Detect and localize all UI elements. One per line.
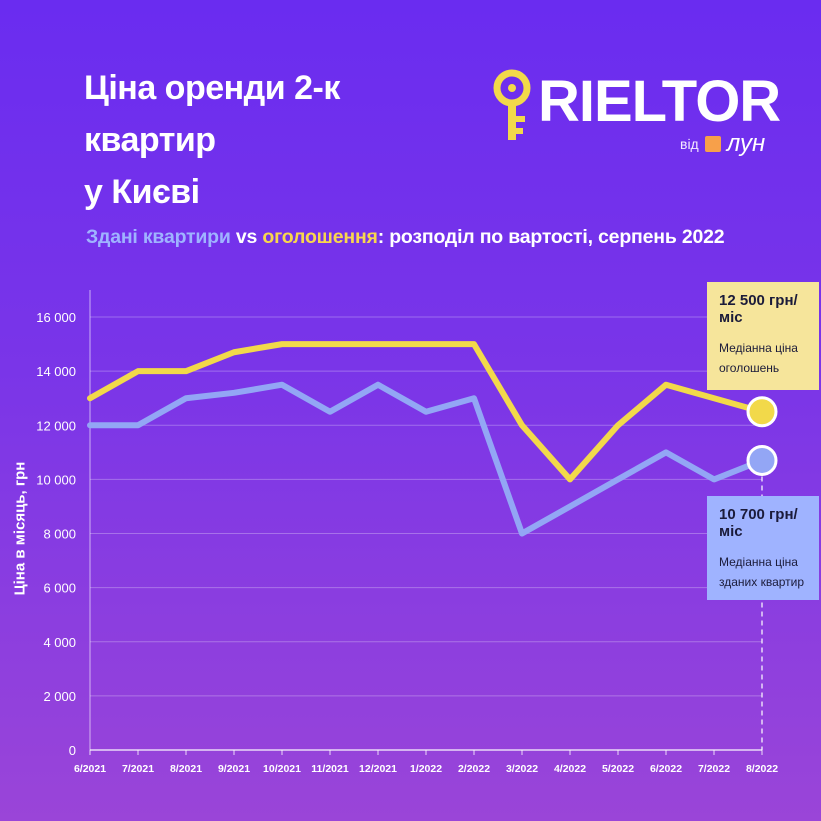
- callout-rented-label-2: зданих квартир: [719, 575, 805, 589]
- logo-from: від: [680, 136, 699, 152]
- callout-listed-label-2: оголошень: [719, 361, 780, 375]
- x-tick-label: 3/2022: [506, 763, 538, 775]
- endpoint-dot-listed: [746, 396, 778, 428]
- x-tick-label: 4/2022: [554, 763, 586, 775]
- x-tick-label: 7/2022: [698, 763, 730, 775]
- subtitle-rented: Здані квартири: [86, 226, 231, 248]
- callout-listed: 12 500 грн/міс Медіанна ціна оголошень: [707, 282, 819, 390]
- key-icon: [493, 69, 531, 140]
- x-tick-label: 10/2021: [263, 763, 301, 775]
- y-tick-label: 10 000: [36, 472, 76, 487]
- y-tick-label: 16 000: [36, 310, 76, 325]
- endpoint-dot-rented: [746, 444, 778, 476]
- series-line-rented: [87, 381, 765, 537]
- x-tick-label: 8/2022: [746, 763, 778, 775]
- y-tick-label: 8 000: [43, 527, 76, 542]
- logo-wordmark: RIELTOR: [538, 69, 781, 134]
- x-tick-label: 8/2021: [170, 763, 202, 775]
- rieltor-logo: RIELTOR від лун: [490, 62, 781, 162]
- callout-rented-label-1: Медіанна ціна: [719, 555, 798, 569]
- callout-listed-label-1: Медіанна ціна: [719, 341, 798, 355]
- logo-byline: від лун: [680, 130, 765, 158]
- x-tick-label: 11/2021: [311, 763, 349, 775]
- x-tick-label: 12/2021: [359, 763, 397, 775]
- logo-brand: лун: [726, 130, 766, 157]
- x-tick-label: 2/2022: [458, 763, 490, 775]
- y-tick-label: 14 000: [36, 364, 76, 379]
- x-tick-label: 6/2022: [650, 763, 682, 775]
- series-line-listed: [87, 341, 765, 483]
- callout-rented: 10 700 грн/міс Медіанна ціна зданих квар…: [707, 496, 819, 600]
- lun-square-icon: [704, 136, 721, 152]
- y-tick-label: 6 000: [43, 581, 76, 596]
- x-tick-label: 1/2022: [410, 763, 442, 775]
- chart-title: Ціна оренди 2-к квартир у Києві: [84, 62, 474, 218]
- subtitle-listed: оголошення: [262, 226, 378, 248]
- x-tick-label: 7/2021: [122, 763, 154, 775]
- callout-listed-value: 12 500 грн/міс: [719, 292, 798, 326]
- callout-rented-value: 10 700 грн/міс: [719, 506, 798, 540]
- chart-subtitle: Здані квартири vs оголошення: розподіл п…: [86, 226, 725, 249]
- subtitle-rest: : розподіл по вартості, серпень 2022: [377, 226, 725, 248]
- y-tick-label: 2 000: [43, 689, 76, 704]
- x-tick-label: 9/2021: [218, 763, 250, 775]
- x-tick-label: 6/2021: [74, 763, 106, 775]
- title-line-2: у Києві: [84, 173, 200, 211]
- x-tick-label: 5/2022: [602, 763, 634, 775]
- y-tick-label: 0: [69, 743, 76, 758]
- y-tick-label: 12 000: [36, 418, 76, 433]
- y-tick-label: 4 000: [43, 635, 76, 650]
- subtitle-vs: vs: [230, 226, 263, 248]
- title-line-1: Ціна оренди 2-к квартир: [84, 69, 340, 159]
